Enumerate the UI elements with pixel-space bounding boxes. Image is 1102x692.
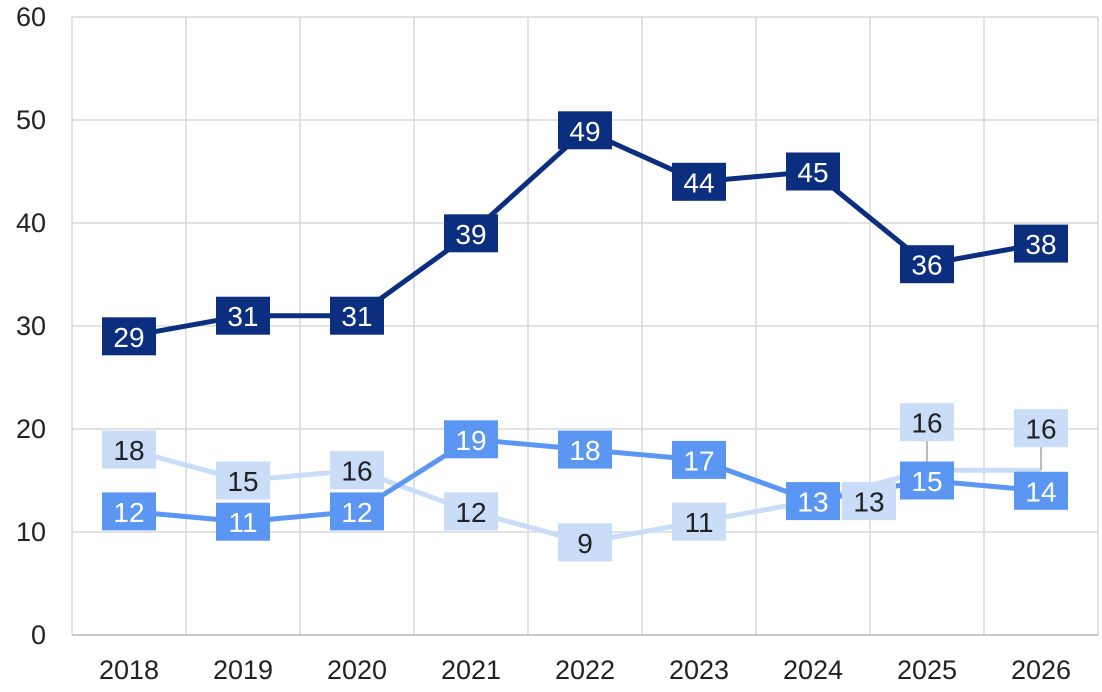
data-label: 29 <box>113 322 144 353</box>
label-box <box>330 296 384 335</box>
x-tick-label: 2021 <box>441 655 501 685</box>
data-label: 18 <box>113 435 144 466</box>
x-tick-label: 2019 <box>213 655 273 685</box>
label-box <box>216 461 270 500</box>
data-label: 12 <box>455 497 486 528</box>
data-label: 16 <box>911 408 942 439</box>
data-label: 15 <box>911 466 942 497</box>
data-label: 44 <box>683 167 714 198</box>
label-box <box>900 403 954 442</box>
label-box <box>558 523 612 562</box>
data-label: 16 <box>341 456 372 487</box>
x-tick-label: 2018 <box>99 655 159 685</box>
data-label: 36 <box>911 250 942 281</box>
label-box <box>558 430 612 469</box>
data-label: 12 <box>113 497 144 528</box>
label-box <box>102 430 156 469</box>
label-box <box>672 440 726 479</box>
label-box <box>900 461 954 500</box>
y-tick-label: 60 <box>16 2 46 32</box>
label-box <box>444 214 498 253</box>
label-box <box>444 420 498 459</box>
label-box <box>842 482 896 521</box>
label-box <box>672 502 726 541</box>
x-tick-label: 2023 <box>669 655 729 685</box>
data-label: 31 <box>227 301 258 332</box>
y-tick-label: 40 <box>16 208 46 238</box>
label-box <box>1014 224 1068 263</box>
y-tick-label: 0 <box>31 620 46 650</box>
x-tick-label: 2025 <box>897 655 957 685</box>
y-tick-label: 20 <box>16 414 46 444</box>
data-label: 13 <box>797 487 828 518</box>
data-label: 15 <box>227 466 258 497</box>
x-tick-label: 2020 <box>327 655 387 685</box>
label-box <box>330 492 384 531</box>
label-box <box>1014 471 1068 510</box>
label-box <box>900 245 954 284</box>
label-box <box>786 482 840 521</box>
data-label: 13 <box>853 487 884 518</box>
label-box <box>444 492 498 531</box>
label-box <box>216 502 270 541</box>
data-label: 17 <box>683 445 714 476</box>
data-label: 11 <box>228 507 257 538</box>
label-box <box>102 492 156 531</box>
label-box <box>558 111 612 150</box>
data-label: 14 <box>1025 476 1056 507</box>
y-tick-label: 30 <box>16 311 46 341</box>
x-tick-label: 2026 <box>1011 655 1071 685</box>
x-tick-label: 2022 <box>555 655 615 685</box>
x-tick-label: 2024 <box>783 655 843 685</box>
label-box <box>786 152 840 191</box>
data-label: 45 <box>797 157 828 188</box>
label-box <box>1014 409 1068 448</box>
data-label: 11 <box>684 507 713 538</box>
label-box <box>102 317 156 356</box>
data-label: 18 <box>569 435 600 466</box>
label-box <box>330 451 384 490</box>
data-label: 39 <box>455 219 486 250</box>
label-box <box>216 296 270 335</box>
y-tick-label: 10 <box>16 517 46 547</box>
data-label: 16 <box>1025 414 1056 445</box>
data-label: 9 <box>577 528 593 559</box>
data-label: 19 <box>455 425 486 456</box>
data-label: 38 <box>1025 229 1056 260</box>
label-box <box>672 162 726 201</box>
data-label: 49 <box>569 116 600 147</box>
y-tick-label: 50 <box>16 105 46 135</box>
data-label: 31 <box>341 301 372 332</box>
data-label: 12 <box>341 497 372 528</box>
